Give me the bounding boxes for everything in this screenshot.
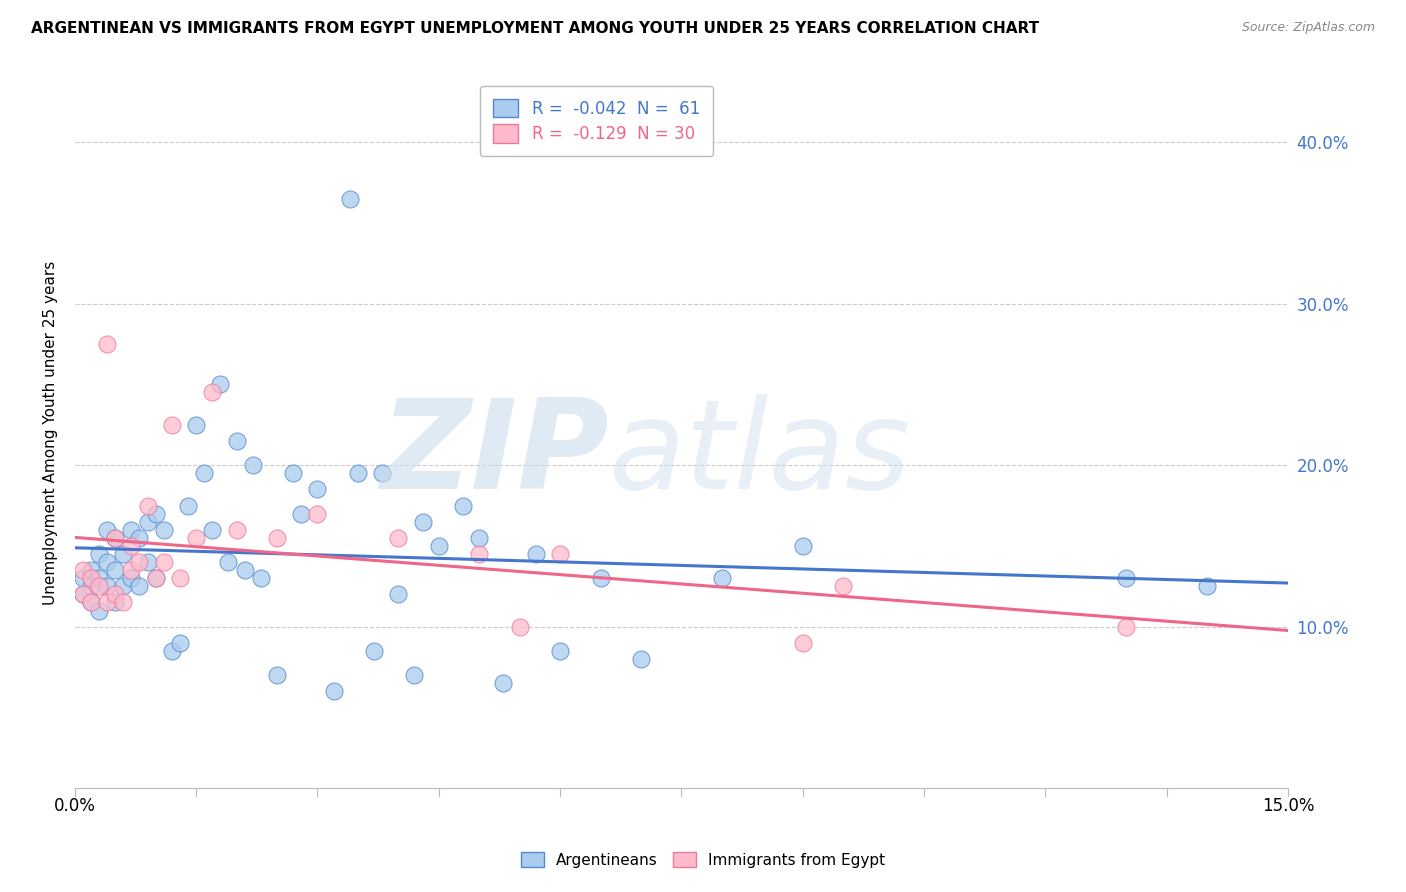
Point — [104, 595, 127, 609]
Point — [136, 515, 159, 529]
Point — [80, 579, 103, 593]
Legend: Argentineans, Immigrants from Egypt: Argentineans, Immigrants from Egypt — [515, 846, 891, 873]
Point — [120, 539, 142, 553]
Point — [128, 555, 150, 569]
Point — [145, 571, 167, 585]
Point — [1197, 579, 1219, 593]
Point — [96, 555, 118, 569]
Point — [363, 644, 385, 658]
Point — [322, 684, 344, 698]
Point — [80, 563, 103, 577]
Point — [96, 337, 118, 351]
Point — [792, 636, 814, 650]
Point — [242, 458, 264, 472]
Point — [290, 507, 312, 521]
Point — [209, 377, 232, 392]
Point — [630, 652, 652, 666]
Point — [128, 579, 150, 593]
Point — [307, 507, 329, 521]
Point — [307, 483, 329, 497]
Point — [152, 523, 174, 537]
Point — [832, 579, 855, 593]
Text: ZIP: ZIP — [380, 393, 609, 515]
Point — [468, 531, 491, 545]
Point — [112, 547, 135, 561]
Point — [112, 579, 135, 593]
Point — [136, 555, 159, 569]
Point — [96, 523, 118, 537]
Point — [371, 467, 394, 481]
Point — [266, 531, 288, 545]
Point — [201, 385, 224, 400]
Point — [589, 571, 612, 585]
Point — [87, 547, 110, 561]
Point — [120, 523, 142, 537]
Point — [184, 417, 207, 432]
Point — [72, 587, 94, 601]
Point — [128, 531, 150, 545]
Point — [427, 539, 450, 553]
Point — [169, 571, 191, 585]
Point — [120, 571, 142, 585]
Point — [710, 571, 733, 585]
Point — [412, 515, 434, 529]
Point — [524, 547, 547, 561]
Point — [96, 595, 118, 609]
Point — [104, 563, 127, 577]
Point — [249, 571, 271, 585]
Text: ARGENTINEAN VS IMMIGRANTS FROM EGYPT UNEMPLOYMENT AMONG YOUTH UNDER 25 YEARS COR: ARGENTINEAN VS IMMIGRANTS FROM EGYPT UNE… — [31, 21, 1039, 37]
Point — [201, 523, 224, 537]
Point — [160, 644, 183, 658]
Point — [72, 563, 94, 577]
Point — [225, 523, 247, 537]
Point — [72, 571, 94, 585]
Point — [492, 676, 515, 690]
Point — [404, 668, 426, 682]
Point — [104, 587, 127, 601]
Y-axis label: Unemployment Among Youth under 25 years: Unemployment Among Youth under 25 years — [44, 260, 58, 605]
Point — [339, 192, 361, 206]
Point — [468, 547, 491, 561]
Point — [120, 563, 142, 577]
Point — [1115, 620, 1137, 634]
Point — [548, 547, 571, 561]
Point — [184, 531, 207, 545]
Point — [87, 579, 110, 593]
Point — [104, 531, 127, 545]
Point — [160, 417, 183, 432]
Point — [72, 587, 94, 601]
Point — [387, 531, 409, 545]
Point — [266, 668, 288, 682]
Point — [225, 434, 247, 448]
Point — [87, 603, 110, 617]
Text: Source: ZipAtlas.com: Source: ZipAtlas.com — [1241, 21, 1375, 35]
Point — [177, 499, 200, 513]
Point — [80, 595, 103, 609]
Point — [283, 467, 305, 481]
Legend: R =  -0.042  N =  61, R =  -0.129  N = 30: R = -0.042 N = 61, R = -0.129 N = 30 — [479, 86, 713, 156]
Point — [96, 579, 118, 593]
Point — [387, 587, 409, 601]
Point — [80, 571, 103, 585]
Point — [347, 467, 370, 481]
Text: atlas: atlas — [609, 393, 911, 515]
Point — [104, 531, 127, 545]
Point — [217, 555, 239, 569]
Point — [169, 636, 191, 650]
Point — [145, 507, 167, 521]
Point — [193, 467, 215, 481]
Point — [80, 595, 103, 609]
Point — [233, 563, 256, 577]
Point — [792, 539, 814, 553]
Point — [1115, 571, 1137, 585]
Point — [87, 571, 110, 585]
Point — [136, 499, 159, 513]
Point — [112, 595, 135, 609]
Point — [548, 644, 571, 658]
Point — [509, 620, 531, 634]
Point — [451, 499, 474, 513]
Point — [152, 555, 174, 569]
Point — [145, 571, 167, 585]
